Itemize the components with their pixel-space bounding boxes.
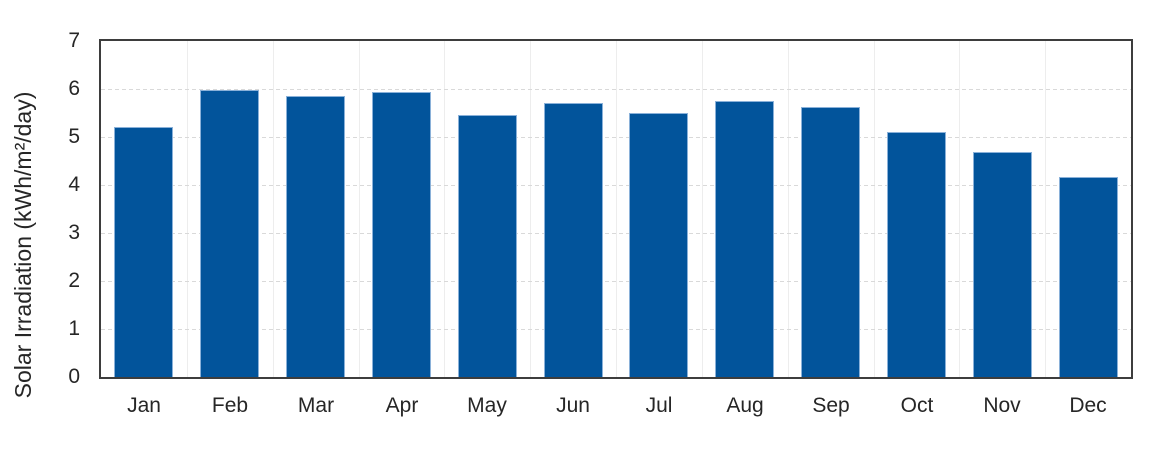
x-tick-label-sep: Sep [812,394,850,417]
x-tick-label-nov: Nov [983,394,1021,417]
bar-sep [801,107,860,377]
vertical-gridline [272,41,274,377]
y-tick-label: 3 [68,221,80,244]
y-tick-label: 6 [68,77,80,100]
y-tick-label: 2 [68,269,80,292]
y-tick-label: 5 [68,125,80,148]
bar-nov [973,152,1032,377]
y-tick-label: 1 [68,317,80,340]
bar-jun [544,103,603,377]
horizontal-gridline [101,89,1131,90]
vertical-gridline [616,41,617,377]
bar-may [458,115,517,377]
x-tick-label-oct: Oct [900,394,934,417]
vertical-gridline [186,41,188,377]
bar-mar [286,96,345,377]
x-tick-label-jul: Jul [645,394,673,417]
horizontal-gridline [101,185,1131,186]
bar-feb [200,90,259,377]
x-tick-label-jun: Jun [556,394,590,417]
x-tick-label-dec: Dec [1069,394,1107,417]
vertical-gridline [787,41,789,377]
x-tick-label-mar: Mar [297,394,335,417]
vertical-gridline [873,41,875,377]
vertical-gridline [358,41,360,377]
vertical-gridline [1045,41,1047,377]
x-tick-label-apr: Apr [385,394,419,417]
bar-oct [887,132,946,377]
bar-apr [372,92,431,377]
vertical-gridline [444,41,446,377]
vertical-gridline [701,41,703,377]
x-tick-label-aug: Aug [726,394,764,417]
horizontal-gridline [101,137,1131,138]
bar-jan [114,127,173,377]
vertical-gridline [959,41,961,377]
horizontal-gridline [101,233,1131,234]
x-tick-label-may: May [467,394,507,417]
bar-dec [1059,177,1118,377]
bar-jul [629,113,688,377]
x-tick-label-jan: Jan [127,394,161,417]
vertical-gridline [530,41,532,377]
y-tick-label: 0 [68,365,80,388]
horizontal-gridline [101,281,1131,282]
bar-aug [715,101,774,377]
x-tick-label-feb: Feb [211,394,249,417]
y-tick-label: 7 [68,29,80,52]
horizontal-gridline [101,329,1131,330]
y-tick-label: 4 [68,173,80,196]
